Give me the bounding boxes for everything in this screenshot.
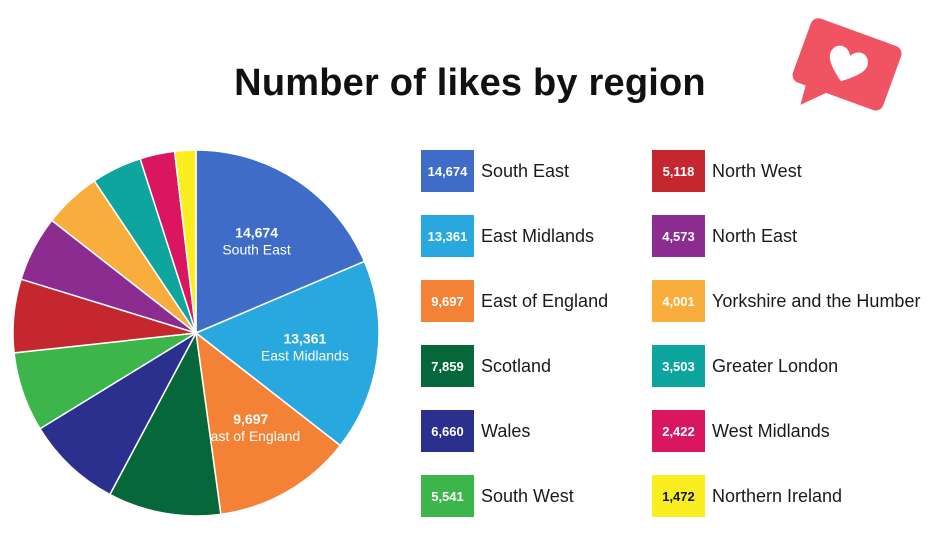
legend-label: South West <box>481 485 574 506</box>
legend-value-swatch: 5,118 <box>652 150 705 192</box>
pie-category-label: East Midlands <box>261 347 349 363</box>
legend-item: 2,422 West Midlands <box>652 409 830 453</box>
legend-value-swatch: 3,503 <box>652 345 705 387</box>
pie-value-label: 13,361 <box>283 330 326 346</box>
legend-label: North East <box>712 225 798 246</box>
pie-slice-east-midlands <box>194 260 380 447</box>
legend-label: Scotland <box>481 355 552 376</box>
legend-value-swatch: 2,422 <box>652 410 705 452</box>
legend-item: 4,573 North East <box>652 214 797 258</box>
pie-chart: 14,674 South East 13,361 East Midlands 9,697… <box>0 140 400 540</box>
legend-value-swatch: 1,472 <box>652 475 705 517</box>
legend-value-swatch: 13,361 <box>421 215 474 257</box>
pie-slice-scotland <box>108 330 222 517</box>
legend-label: North West <box>712 160 802 181</box>
legend-label: East Midlands <box>481 225 595 246</box>
pie-slice-wales <box>38 330 198 496</box>
legend-item: 1,472 Northern Ireland <box>652 474 842 518</box>
legend-item: 5,118 North West <box>652 149 802 193</box>
legend-value-swatch: 6,660 <box>421 410 474 452</box>
legend-label: Greater London <box>712 355 839 376</box>
legend-label: Wales <box>481 420 531 441</box>
legend-value-swatch: 14,674 <box>421 150 474 192</box>
legend-label: West Midlands <box>712 420 830 441</box>
legend-label: Northern Ireland <box>712 485 843 506</box>
like-badge-icon <box>792 18 902 111</box>
legend-item: 13,361 East Midlands <box>421 214 594 258</box>
legend-item: 9,697 East of England <box>421 279 608 323</box>
legend-item: 5,541 South West <box>421 474 574 518</box>
legend-value-swatch: 4,001 <box>652 280 705 322</box>
pie-value-label: 9,697 <box>233 411 268 427</box>
legend-value-swatch: 5,541 <box>421 475 474 517</box>
pie-slice-east-of-england <box>195 331 342 516</box>
legend-label: Yorkshire and the Humber <box>712 290 921 311</box>
legend-item: 7,859 Scotland <box>421 344 551 388</box>
chart-title: Number of likes by region <box>234 62 706 104</box>
legend-value-swatch: 4,573 <box>652 215 705 257</box>
pie-category-label: East of England <box>201 428 300 444</box>
pie-slice-northern-ireland <box>173 149 197 334</box>
legend-label: South East <box>481 160 570 181</box>
pie-category-label: South East <box>222 241 291 257</box>
legend-value-swatch: 9,697 <box>421 280 474 322</box>
legend-item: 3,503 Greater London <box>652 344 838 388</box>
legend-item: 4,001 Yorkshire and the Humber <box>652 279 920 323</box>
legend-item: 6,660 Wales <box>421 409 530 453</box>
pie-value-label: 14,674 <box>235 224 278 240</box>
legend-item: 14,674 South East <box>421 149 569 193</box>
legend-value-swatch: 7,859 <box>421 345 474 387</box>
legend-label: East of England <box>481 290 609 311</box>
pie-slice-south-east <box>195 149 366 335</box>
